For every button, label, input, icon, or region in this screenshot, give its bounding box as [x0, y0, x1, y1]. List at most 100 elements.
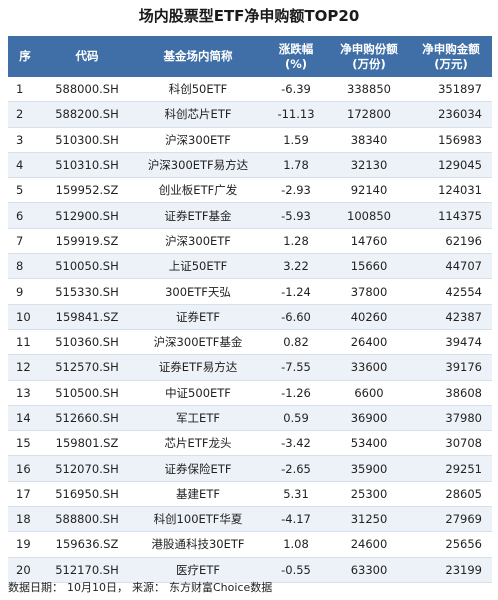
cell-change: -5.93	[264, 202, 328, 229]
cell-name: 证券ETF易方达	[132, 354, 264, 381]
cell-amount: 25656	[410, 531, 492, 558]
cell-name: 证券ETF	[132, 304, 264, 330]
table-row: 12 512570.SH 证券ETF易方达 -7.55 33600 39176	[8, 354, 492, 381]
cell-shares: 53400	[328, 430, 410, 457]
cell-amount: 39176	[410, 354, 492, 381]
cell-code: 512900.SH	[42, 202, 132, 229]
cell-change: -6.39	[264, 77, 328, 103]
cell-change: 3.22	[264, 253, 328, 280]
cell-change: -1.26	[264, 380, 328, 406]
cell-name: 港股通科技30ETF	[132, 531, 264, 558]
cell-amount: 62196	[410, 228, 492, 255]
cell-amount: 38608	[410, 380, 492, 406]
cell-index: 5	[8, 177, 42, 204]
cell-index: 7	[8, 228, 42, 255]
footer-source-label: 来源：	[132, 581, 165, 594]
cell-index: 17	[8, 481, 42, 508]
cell-code: 510310.SH	[42, 152, 132, 179]
cell-shares: 37800	[328, 278, 410, 305]
cell-shares: 338850	[328, 77, 410, 103]
cell-name: 创业板ETF广发	[132, 177, 264, 204]
cell-amount: 37980	[410, 405, 492, 432]
table-row: 11 510360.SH 沪深300ETF基金 0.82 26400 39474	[8, 329, 492, 356]
cell-name: 沪深300ETF	[132, 228, 264, 255]
table-row: 8 510050.SH 上证50ETF 3.22 15660 44707	[8, 253, 492, 280]
cell-name: 沪深300ETF	[132, 127, 264, 153]
table-row: 17 516950.SH 基建ETF 5.31 25300 28605	[8, 481, 492, 508]
cell-code: 510050.SH	[42, 253, 132, 280]
table-row: 13 510500.SH 中证500ETF -1.26 6600 38608	[8, 380, 492, 406]
cell-change: 1.28	[264, 228, 328, 255]
cell-shares: 6600	[328, 380, 410, 406]
cell-index: 1	[8, 77, 42, 103]
cell-shares: 25300	[328, 481, 410, 508]
cell-amount: 42554	[410, 278, 492, 305]
table-row: 7 159919.SZ 沪深300ETF 1.28 14760 62196	[8, 228, 492, 255]
table-body: 1 588000.SH 科创50ETF -6.39 338850 351897 2 58820…	[8, 77, 492, 583]
table-row: 4 510310.SH 沪深300ETF易方达 1.78 32130 129045	[8, 152, 492, 179]
cell-shares: 31250	[328, 506, 410, 533]
cell-index: 15	[8, 430, 42, 457]
header-amount-label: 净申购金额	[422, 41, 480, 56]
table-row: 3 510300.SH 沪深300ETF 1.59 38340 156983	[8, 127, 492, 153]
header-shares: 净申购份额 (万份)	[328, 36, 410, 77]
table-row: 2 588200.SH 科创芯片ETF -11.13 172800 236034	[8, 101, 492, 128]
cell-code: 510500.SH	[42, 380, 132, 406]
cell-amount: 44707	[410, 253, 492, 280]
header-amount-unit: (万元)	[434, 56, 468, 71]
cell-index: 13	[8, 380, 42, 406]
cell-index: 10	[8, 304, 42, 330]
footer-source-value: 东方财富Choice数据	[169, 581, 273, 594]
cell-change: -2.65	[264, 455, 328, 482]
header-change-unit: (%)	[284, 56, 308, 71]
cell-amount: 39474	[410, 329, 492, 356]
cell-change: 0.59	[264, 405, 328, 432]
table-row: 16 512070.SH 证券保险ETF -2.65 35900 29251	[8, 455, 492, 482]
cell-name: 科创芯片ETF	[132, 101, 264, 128]
cell-change: 1.08	[264, 531, 328, 558]
cell-amount: 129045	[410, 152, 492, 179]
cell-code: 159801.SZ	[42, 430, 132, 457]
cell-amount: 42387	[410, 304, 492, 330]
footer-note: 数据日期： 10月10日， 来源： 东方财富Choice数据	[8, 580, 276, 596]
cell-change: -3.42	[264, 430, 328, 457]
cell-shares: 15660	[328, 253, 410, 280]
table-row: 18 588800.SH 科创100ETF华夏 -4.17 31250 27969	[8, 506, 492, 533]
cell-name: 证券ETF基金	[132, 202, 264, 229]
cell-change: 5.31	[264, 481, 328, 508]
cell-shares: 100850	[328, 202, 410, 229]
cell-code: 516950.SH	[42, 481, 132, 508]
cell-code: 512660.SH	[42, 405, 132, 432]
cell-name: 军工ETF	[132, 405, 264, 432]
cell-amount: 236034	[410, 101, 492, 128]
table-row: 5 159952.SZ 创业板ETF广发 -2.93 92140 124031	[8, 177, 492, 204]
cell-shares: 26400	[328, 329, 410, 356]
cell-change: 1.59	[264, 127, 328, 153]
cell-amount: 23199	[410, 557, 492, 583]
cell-name: 科创100ETF华夏	[132, 506, 264, 533]
cell-name: 基建ETF	[132, 481, 264, 508]
cell-name: 医疗ETF	[132, 557, 264, 583]
cell-change: -4.17	[264, 506, 328, 533]
cell-code: 512570.SH	[42, 354, 132, 381]
header-change-label: 涨跌幅	[278, 41, 314, 56]
cell-shares: 40260	[328, 304, 410, 330]
cell-shares: 92140	[328, 177, 410, 204]
table-row: 15 159801.SZ 芯片ETF龙头 -3.42 53400 30708	[8, 430, 492, 457]
header-name: 基金场内简称	[132, 36, 264, 77]
cell-shares: 35900	[328, 455, 410, 482]
etf-table: 序 代码 基金场内简称 涨跌幅 (%) 净申购份额 (万份) 净申购金额 (万元…	[8, 36, 492, 583]
table-row: 6 512900.SH 证券ETF基金 -5.93 100850 114375	[8, 202, 492, 229]
cell-name: 300ETF天弘	[132, 278, 264, 305]
cell-index: 6	[8, 202, 42, 229]
cell-index: 19	[8, 531, 42, 558]
cell-shares: 14760	[328, 228, 410, 255]
cell-amount: 28605	[410, 481, 492, 508]
cell-name: 沪深300ETF基金	[132, 329, 264, 356]
cell-amount: 156983	[410, 127, 492, 153]
table-header: 序 代码 基金场内简称 涨跌幅 (%) 净申购份额 (万份) 净申购金额 (万元…	[8, 36, 492, 77]
cell-index: 18	[8, 506, 42, 533]
cell-index: 20	[8, 557, 42, 583]
header-shares-label: 净申购份额	[340, 41, 398, 56]
cell-shares: 33600	[328, 354, 410, 381]
